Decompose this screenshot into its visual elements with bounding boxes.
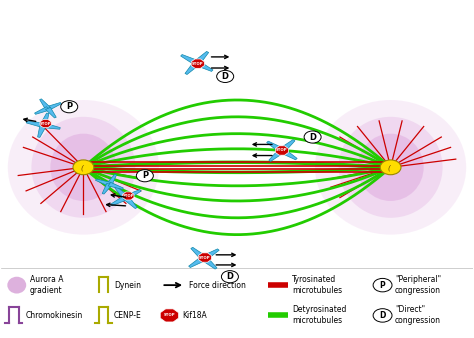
Polygon shape: [108, 182, 123, 189]
Text: STOP: STOP: [164, 313, 175, 317]
Polygon shape: [181, 54, 199, 65]
Text: "Peripheral"
congression: "Peripheral" congression: [395, 275, 441, 295]
Polygon shape: [46, 107, 56, 118]
Ellipse shape: [338, 117, 443, 218]
Polygon shape: [123, 196, 137, 209]
Polygon shape: [124, 190, 141, 200]
Text: Force direction: Force direction: [189, 281, 246, 290]
Text: STOP: STOP: [199, 256, 210, 260]
Ellipse shape: [315, 100, 466, 235]
Polygon shape: [280, 148, 297, 160]
Circle shape: [373, 309, 392, 322]
Text: Dynein: Dynein: [114, 281, 141, 290]
Circle shape: [380, 160, 401, 175]
Polygon shape: [110, 196, 128, 206]
Text: "Direct"
congression: "Direct" congression: [395, 305, 441, 325]
Polygon shape: [37, 125, 46, 138]
Text: D: D: [379, 311, 386, 320]
Polygon shape: [107, 174, 117, 185]
Polygon shape: [185, 62, 200, 74]
Ellipse shape: [50, 134, 117, 201]
Polygon shape: [201, 249, 219, 260]
Polygon shape: [46, 102, 61, 110]
Polygon shape: [198, 253, 211, 262]
Text: Detyrosinated
microtubules: Detyrosinated microtubules: [292, 305, 346, 325]
Text: D: D: [222, 72, 228, 81]
Text: STOP: STOP: [192, 62, 204, 66]
Text: Tyrosinated
microtubules: Tyrosinated microtubules: [292, 275, 342, 295]
Text: P: P: [66, 102, 73, 111]
Text: Kif18A: Kif18A: [182, 311, 208, 320]
Text: D: D: [227, 272, 233, 281]
Circle shape: [61, 101, 78, 113]
Ellipse shape: [357, 134, 424, 201]
Ellipse shape: [8, 100, 159, 235]
Polygon shape: [195, 61, 213, 71]
Polygon shape: [269, 149, 285, 161]
Polygon shape: [26, 121, 44, 127]
Circle shape: [137, 170, 154, 182]
Polygon shape: [40, 113, 49, 126]
Text: D: D: [309, 132, 316, 142]
Text: STOP: STOP: [122, 194, 134, 198]
Text: P: P: [142, 171, 148, 180]
Circle shape: [221, 271, 238, 283]
Polygon shape: [267, 141, 284, 152]
Polygon shape: [275, 146, 289, 155]
Text: Aurora A
gradient: Aurora A gradient: [30, 275, 64, 295]
Polygon shape: [279, 140, 295, 152]
Polygon shape: [160, 309, 179, 322]
Polygon shape: [40, 99, 50, 110]
Polygon shape: [40, 120, 51, 128]
Polygon shape: [35, 107, 49, 114]
Circle shape: [304, 131, 321, 143]
Circle shape: [373, 279, 392, 292]
Polygon shape: [95, 179, 110, 186]
Text: Chromokinesin: Chromokinesin: [25, 311, 82, 320]
Polygon shape: [189, 256, 206, 267]
Ellipse shape: [7, 277, 26, 293]
Text: (: (: [80, 164, 83, 171]
Polygon shape: [191, 59, 204, 68]
Ellipse shape: [31, 117, 136, 218]
Polygon shape: [115, 187, 129, 199]
Text: STOP: STOP: [40, 122, 51, 125]
Polygon shape: [201, 257, 217, 269]
Polygon shape: [194, 51, 209, 65]
Polygon shape: [102, 183, 112, 194]
Polygon shape: [42, 123, 60, 129]
Text: (: (: [387, 164, 390, 171]
Text: P: P: [380, 281, 385, 290]
Text: CENP-E: CENP-E: [114, 311, 142, 320]
Text: STOP: STOP: [276, 148, 288, 152]
Circle shape: [73, 160, 94, 175]
Polygon shape: [123, 192, 134, 200]
Polygon shape: [191, 247, 207, 260]
Circle shape: [217, 70, 234, 82]
